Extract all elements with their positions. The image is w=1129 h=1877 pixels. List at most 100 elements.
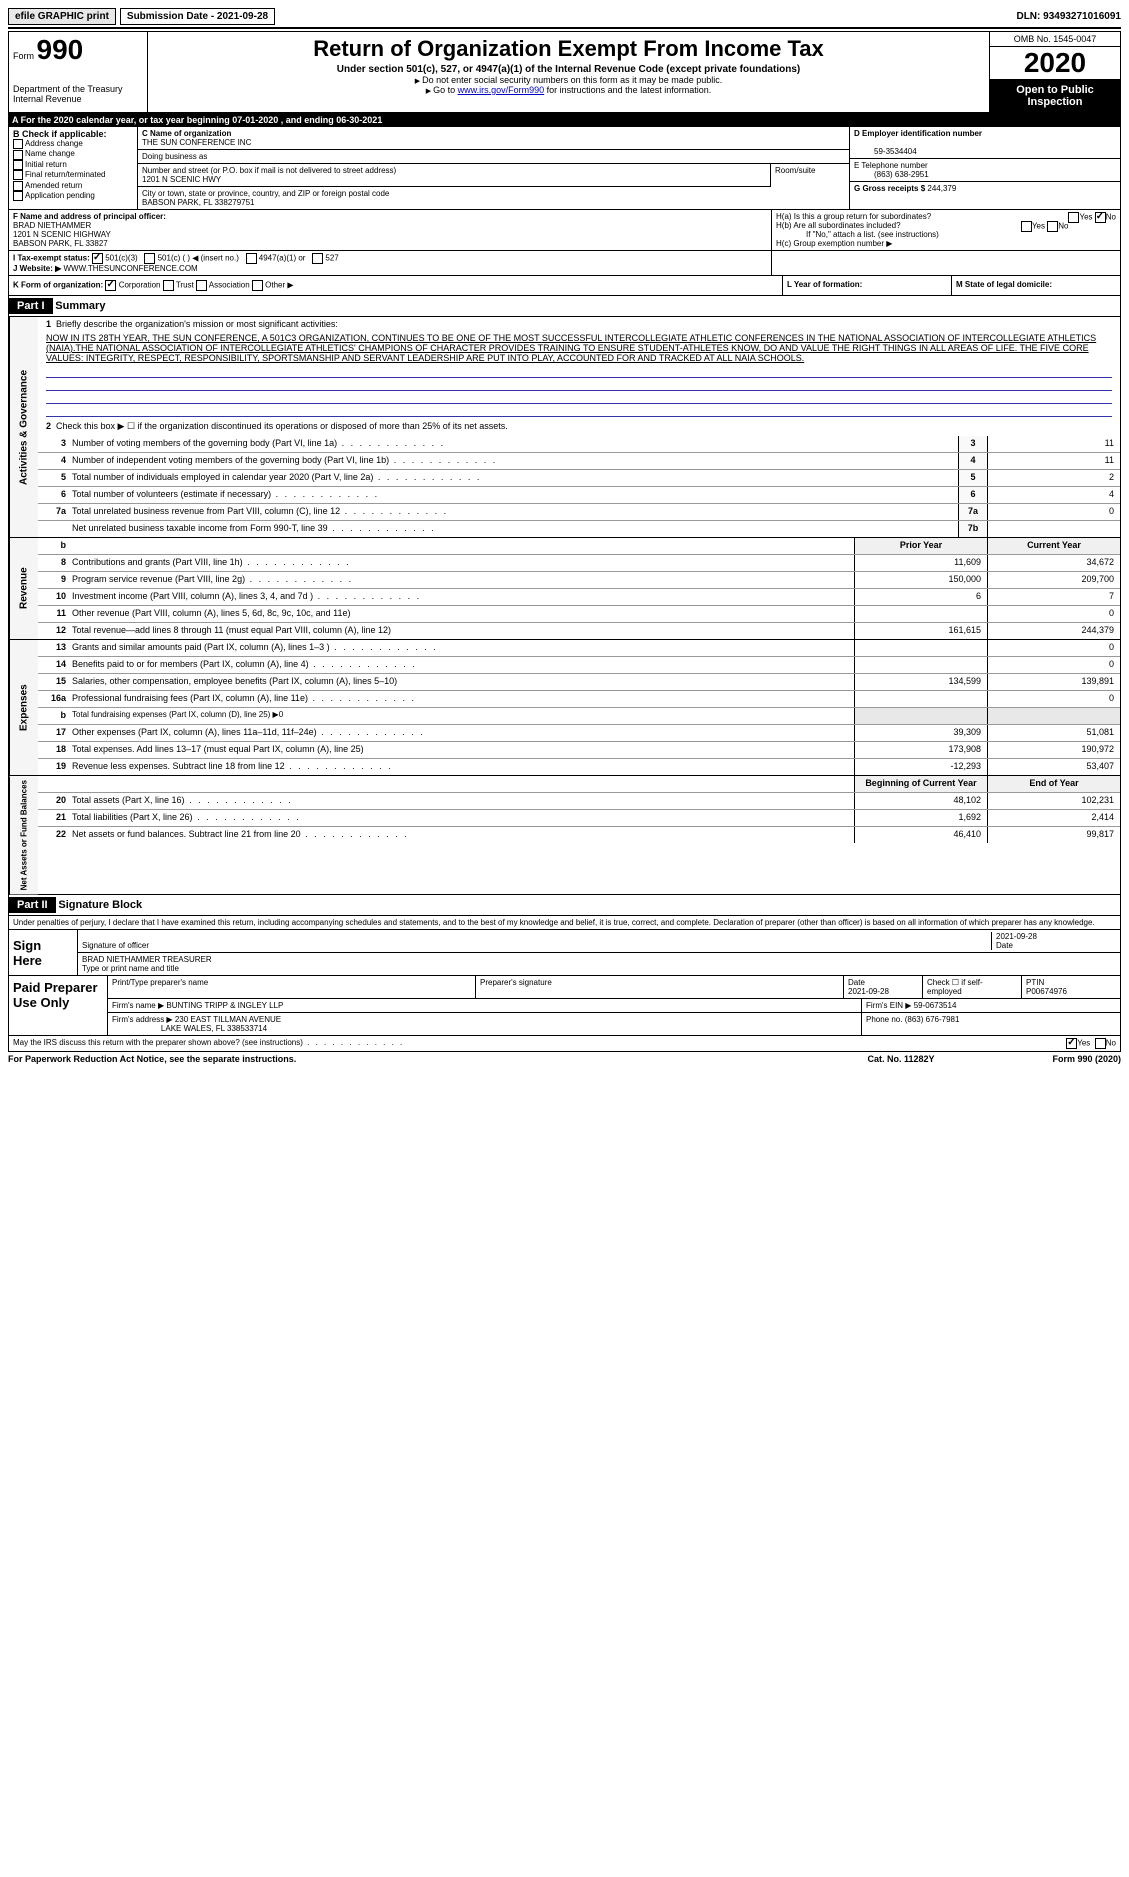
discuss-text: May the IRS discuss this return with the… (13, 1038, 1066, 1049)
j-label: J Website: ▶ (13, 264, 61, 273)
l7b: Net unrelated business taxable income fr… (68, 521, 958, 537)
chk-assoc[interactable] (196, 280, 207, 291)
m-label: M State of legal domicile: (956, 280, 1052, 289)
v7b (987, 521, 1120, 537)
topbar: efile GRAPHIC print Submission Date - 20… (8, 8, 1121, 29)
officer-addr2: BABSON PARK, FL 33827 (13, 239, 108, 248)
chk-address-change[interactable] (13, 139, 23, 149)
sign-here-label: Sign Here (9, 930, 78, 975)
net-assets-section: Net Assets or Fund Balances Beginning of… (8, 776, 1121, 895)
l7a: Total unrelated business revenue from Pa… (68, 504, 958, 520)
v6: 4 (987, 487, 1120, 503)
c22: 99,817 (987, 827, 1120, 843)
chk-initial-return[interactable] (13, 160, 23, 170)
room-label: Room/suite (771, 164, 849, 187)
p12: 161,615 (854, 623, 987, 639)
chk-other[interactable] (252, 280, 263, 291)
prep-date-label: Date (848, 978, 865, 987)
c-name-label: C Name of organization (142, 129, 231, 138)
l17: Other expenses (Part IX, column (A), lin… (68, 725, 854, 741)
irs-link[interactable]: www.irs.gov/Form990 (458, 85, 545, 95)
activities-section: Activities & Governance 1 Briefly descri… (8, 317, 1121, 538)
chk-501c[interactable] (144, 253, 155, 264)
p15: 134,599 (854, 674, 987, 690)
c18: 190,972 (987, 742, 1120, 758)
hb-yes[interactable] (1021, 221, 1032, 232)
i-label: I Tax-exempt status: (13, 254, 90, 263)
part2-header: Part II (9, 897, 56, 913)
discuss-yes[interactable] (1066, 1038, 1077, 1049)
form-ref: Form 990 (2020) (1001, 1054, 1121, 1064)
gross-receipts: 244,379 (927, 184, 956, 193)
chk-name-change[interactable] (13, 150, 23, 160)
chk-4947[interactable] (246, 253, 257, 264)
part2-title: Signature Block (58, 899, 142, 911)
chk-application-pending[interactable] (13, 191, 23, 201)
firm-addr-label: Firm's address ▶ (112, 1015, 173, 1024)
department: Department of the Treasury Internal Reve… (13, 84, 143, 104)
ha-label: H(a) Is this a group return for subordin… (776, 212, 931, 221)
hb-no[interactable] (1047, 221, 1058, 232)
firm-ein-label: Firm's EIN ▶ (866, 1001, 911, 1010)
sig-date-val: 2021-09-28 (996, 932, 1037, 941)
expenses-section: Expenses 13Grants and similar amounts pa… (8, 640, 1121, 776)
k-label: K Form of organization: (13, 281, 103, 290)
l9: Program service revenue (Part VIII, line… (68, 572, 854, 588)
l14: Benefits paid to or for members (Part IX… (68, 657, 854, 673)
p21: 1,692 (854, 810, 987, 826)
phone-value: (863) 638-2951 (854, 170, 929, 179)
form-footer: For Paperwork Reduction Act Notice, see … (8, 1052, 1121, 1066)
form-title: Return of Organization Exempt From Incom… (154, 36, 983, 62)
revenue-section: Revenue bPrior YearCurrent Year 8Contrib… (8, 538, 1121, 640)
prep-name-label: Print/Type preparer's name (112, 978, 208, 987)
e-phone-label: E Telephone number (854, 161, 928, 170)
chk-final-return[interactable] (13, 170, 23, 180)
vtab-expenses: Expenses (9, 640, 38, 775)
l21: Total liabilities (Part X, line 26) (68, 810, 854, 826)
row-i: I Tax-exempt status: 501(c)(3) 501(c) ( … (8, 251, 1121, 276)
efile-button[interactable]: efile GRAPHIC print (8, 8, 116, 25)
dba-label: Doing business as (142, 152, 207, 161)
v4: 11 (987, 453, 1120, 469)
l10: Investment income (Part VIII, column (A)… (68, 589, 854, 605)
l8: Contributions and grants (Part VIII, lin… (68, 555, 854, 571)
ha-no[interactable] (1095, 212, 1106, 223)
c16a: 0 (987, 691, 1120, 707)
org-name: THE SUN CONFERENCE INC (142, 138, 251, 147)
c8: 34,672 (987, 555, 1120, 571)
l22: Net assets or fund balances. Subtract li… (68, 827, 854, 843)
chk-trust[interactable] (163, 280, 174, 291)
hdr-curr: Current Year (987, 538, 1120, 554)
vtab-net: Net Assets or Fund Balances (9, 776, 38, 894)
tax-year: 2020 (990, 47, 1120, 80)
omb-number: OMB No. 1545-0047 (990, 32, 1120, 47)
chk-527[interactable] (312, 253, 323, 264)
paid-preparer-label: Paid Preparer Use Only (9, 976, 108, 1035)
c10: 7 (987, 589, 1120, 605)
firm-addr1: 230 EAST TILLMAN AVENUE (175, 1015, 281, 1024)
p18: 173,908 (854, 742, 987, 758)
g-receipts-label: G Gross receipts $ (854, 184, 925, 193)
ha-yes[interactable] (1068, 212, 1079, 223)
part1-title: Summary (55, 300, 105, 312)
c9: 209,700 (987, 572, 1120, 588)
officer-print-name: BRAD NIETHAMMER TREASURER (82, 955, 212, 964)
c17: 51,081 (987, 725, 1120, 741)
l13: Grants and similar amounts paid (Part IX… (68, 640, 854, 656)
chk-corp[interactable] (105, 280, 116, 291)
chk-501c3[interactable] (92, 253, 103, 264)
row-klm: K Form of organization: Corporation Trus… (8, 276, 1121, 296)
mission-text: NOW IN ITS 28TH YEAR, THE SUN CONFERENCE… (38, 331, 1120, 365)
officer-addr1: 1201 N SCENIC HIGHWAY (13, 230, 111, 239)
discuss-no[interactable] (1095, 1038, 1106, 1049)
self-emp-label: Check ☐ if self-employed (927, 978, 983, 996)
c20: 102,231 (987, 793, 1120, 809)
firm-phone: (863) 676-7981 (905, 1015, 960, 1024)
chk-amended[interactable] (13, 181, 23, 191)
l1-label: Briefly describe the organization's miss… (56, 319, 338, 329)
firm-addr2: LAKE WALES, FL 338533714 (161, 1024, 267, 1033)
p10: 6 (854, 589, 987, 605)
hdr-begin: Beginning of Current Year (854, 776, 987, 792)
goto-post: for instructions and the latest informat… (544, 85, 711, 95)
row-f-h: F Name and address of principal officer:… (8, 210, 1121, 251)
